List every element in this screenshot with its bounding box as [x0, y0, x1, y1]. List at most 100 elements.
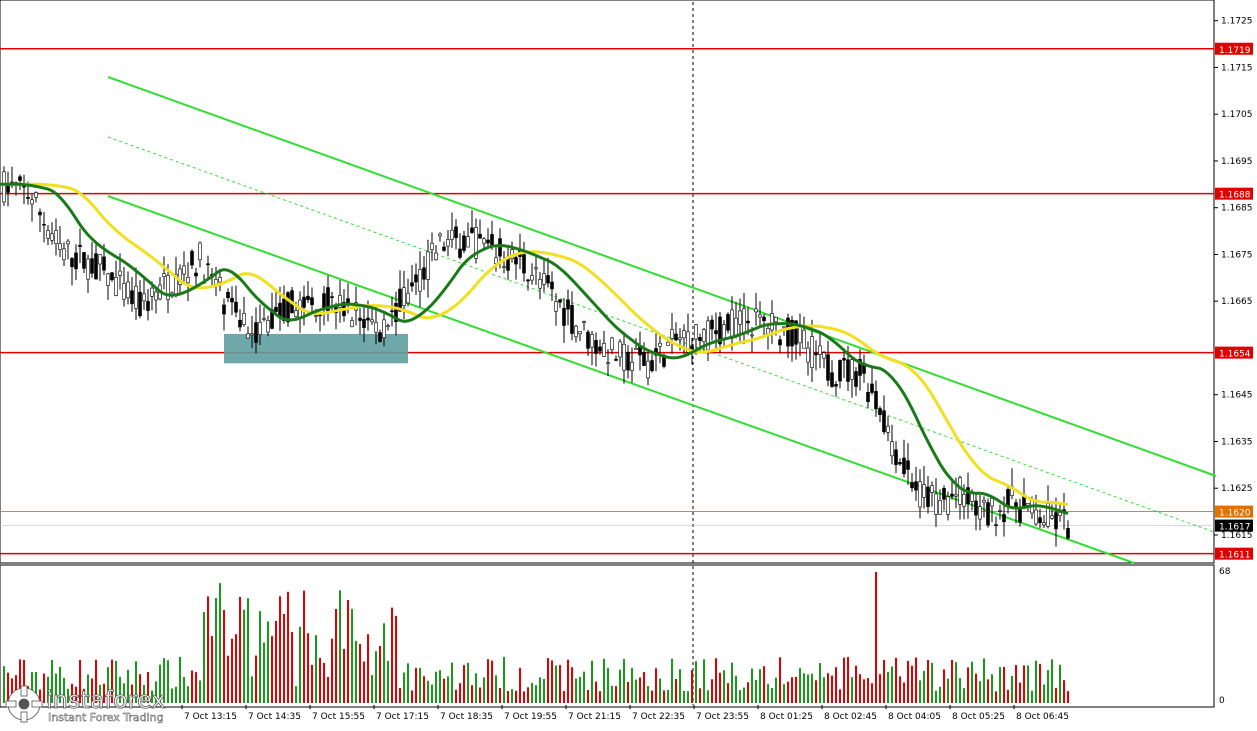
candle-body: [26, 196, 30, 199]
candle: [454, 219, 458, 250]
volume-bar: [471, 685, 473, 703]
candle-body: [534, 267, 538, 270]
candle: [218, 269, 222, 292]
volume-bar: [367, 634, 369, 703]
y-tick-label: 1.1685: [1221, 204, 1253, 214]
candle-body: [642, 351, 646, 366]
candle-body: [482, 238, 486, 244]
candle-body: [958, 477, 962, 505]
level-label-bg: [1215, 187, 1253, 200]
volume-bar: [623, 658, 625, 703]
volume-bar: [299, 626, 301, 703]
candle-body: [278, 302, 282, 317]
candle-body: [430, 242, 434, 250]
volume-bar: [939, 686, 941, 703]
volume-bar: [927, 660, 929, 703]
candle: [546, 257, 550, 288]
volume-bar: [1047, 670, 1049, 703]
candle-body: [390, 310, 394, 313]
candle: [450, 212, 454, 248]
candle: [602, 331, 606, 358]
candle-body: [254, 322, 258, 343]
current-price-text: 1.1617: [1219, 523, 1251, 533]
volume-bar: [931, 662, 933, 703]
volume-bar: [147, 671, 149, 703]
candle-body: [1034, 509, 1038, 525]
candle-body: [378, 332, 382, 342]
volume-bar: [551, 660, 553, 703]
candle: [226, 288, 230, 303]
candle-body: [766, 328, 770, 335]
volume-bar: [771, 688, 773, 703]
volume-bar: [183, 677, 185, 703]
candle-body: [474, 227, 478, 259]
volume-bar: [1011, 675, 1013, 703]
x-tick-label: 7 Oct 22:35: [632, 712, 685, 722]
volume-bar: [875, 572, 877, 703]
candle-body: [382, 319, 386, 338]
candle-body: [998, 509, 1002, 512]
candle-body: [894, 449, 898, 465]
volume-bar: [695, 661, 697, 703]
y-tick-label: 1.1625: [1221, 484, 1253, 494]
candle-body: [666, 341, 670, 346]
candle-body: [498, 238, 502, 257]
candle-body: [282, 298, 286, 321]
volume-bar: [295, 686, 297, 703]
candle-body: [198, 242, 202, 261]
candle: [850, 356, 854, 398]
candle-body: [250, 333, 254, 336]
volume-bar: [511, 689, 513, 703]
x-tick-label: 8 Oct 04:05: [888, 712, 941, 722]
volume-bar: [1031, 690, 1033, 703]
volume-bar: [427, 680, 429, 703]
volume-bar: [63, 677, 65, 703]
volume-bar: [283, 613, 285, 703]
candle-body: [822, 352, 826, 359]
candle-body: [934, 493, 938, 515]
candle: [374, 306, 378, 345]
volume-bar: [259, 611, 261, 703]
volume-bar: [227, 655, 229, 703]
candle-body: [674, 333, 678, 341]
volume-bar: [91, 678, 93, 703]
volume-bar: [835, 667, 837, 703]
ma-fast-line: [0, 182, 1069, 516]
volume-bar: [595, 681, 597, 703]
candle: [58, 226, 62, 258]
candle-body: [682, 330, 686, 339]
candle: [134, 267, 138, 321]
candle-body: [542, 273, 546, 285]
candle: [526, 278, 530, 291]
candle: [198, 241, 202, 268]
candle: [986, 498, 990, 528]
candle: [206, 255, 210, 281]
candle: [626, 345, 630, 379]
volume-bar: [735, 675, 737, 703]
candle-body: [562, 307, 566, 326]
volume-bar: [439, 670, 441, 703]
candle: [382, 312, 386, 347]
candle: [246, 326, 250, 339]
candle: [394, 291, 398, 336]
candle: [182, 251, 186, 282]
level-label: 1.1611: [1215, 547, 1253, 561]
candle: [822, 351, 826, 369]
candle: [286, 291, 290, 327]
candle-body: [450, 229, 454, 240]
candle-body: [886, 425, 890, 433]
volume-bar: [519, 667, 521, 703]
candle-body: [494, 257, 498, 265]
volume-bar: [787, 681, 789, 703]
candle-body: [942, 488, 946, 500]
candle: [878, 406, 882, 423]
candle-body: [294, 310, 298, 317]
candle-body: [142, 293, 146, 302]
candle-body: [962, 493, 966, 507]
volume-bar: [743, 687, 745, 703]
candle-body: [694, 324, 698, 340]
candle: [242, 296, 246, 327]
level-label-bg: [1215, 42, 1253, 55]
volume-bar: [143, 684, 145, 703]
volume-bar: [271, 636, 273, 703]
